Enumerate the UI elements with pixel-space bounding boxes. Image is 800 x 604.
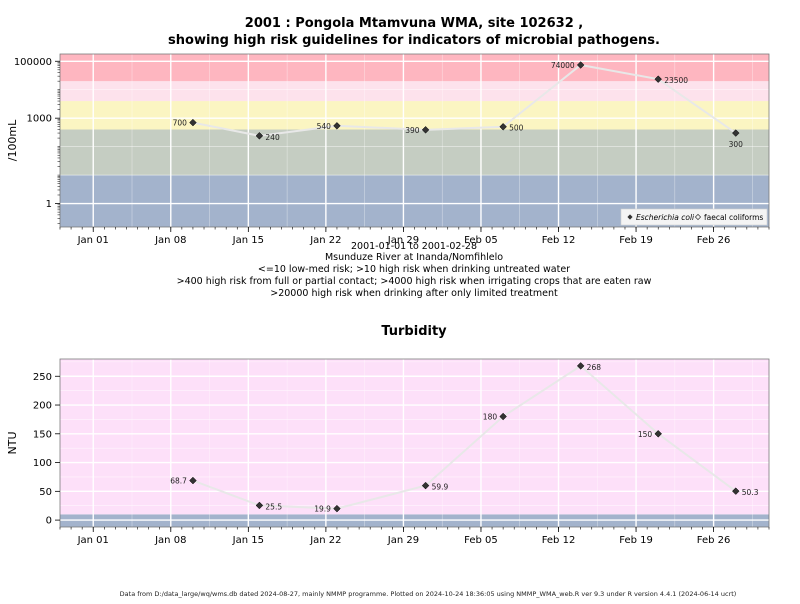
note-date-range: 2001-01-01 to 2001-02-28 <box>351 241 477 252</box>
note-site-name: Msunduze River at Inanda/Nomfihlelo <box>325 252 503 263</box>
x-tick-label: Feb 19 <box>619 235 653 246</box>
x-tick-label: Feb 12 <box>542 235 576 246</box>
x-tick-label: Jan 22 <box>309 535 341 546</box>
y-tick-label: 1000 <box>27 114 52 125</box>
risk-band <box>60 54 769 82</box>
data-label: 59.9 <box>432 483 449 492</box>
x-tick-label: Feb 26 <box>697 235 731 246</box>
series-line <box>192 63 737 137</box>
x-tick-label: Jan 01 <box>77 235 109 246</box>
x-tick-label: Feb 26 <box>697 535 731 546</box>
data-point <box>732 487 740 495</box>
series-line <box>192 364 737 510</box>
chart-title-line1: 2001 : Pongola Mtamvuna WMA, site 102632… <box>245 16 583 31</box>
legend-label: faecal coliforms <box>704 213 763 222</box>
data-label: 68.7 <box>170 477 187 486</box>
y-axis-label: /100mL <box>6 119 19 161</box>
data-point <box>499 412 507 421</box>
data-point <box>189 476 197 485</box>
data-point <box>333 122 341 130</box>
x-tick-label: Jan 08 <box>154 535 186 546</box>
y-tick-label: 100 <box>33 458 52 469</box>
y-tick-label: 200 <box>33 401 52 412</box>
x-tick-label: Jan 01 <box>77 535 109 546</box>
y-tick-label: 150 <box>33 429 52 440</box>
data-label: 700 <box>173 119 188 128</box>
data-label: 268 <box>587 363 602 372</box>
y-tick-label: 1 <box>46 199 52 210</box>
x-tick-label: Jan 22 <box>309 235 341 246</box>
note-risk-drinking: <=10 low-med risk; >10 high risk when dr… <box>258 264 570 275</box>
footer-text: Data from D:/data_large/wq/wms.db dated … <box>120 590 737 598</box>
data-point <box>732 129 740 137</box>
x-tick-label: Jan 29 <box>387 235 419 246</box>
chart-title-line2: showing high risk guidelines for indicat… <box>168 33 660 48</box>
data-point <box>654 75 662 83</box>
legend-label: Escherichia coli <box>636 213 695 222</box>
x-tick-label: Jan 08 <box>154 235 186 246</box>
data-point <box>189 118 197 127</box>
y-axis-label: NTU <box>6 432 19 455</box>
data-label: 540 <box>317 122 332 131</box>
y-tick-label: 100000 <box>14 57 52 68</box>
risk-band <box>60 129 769 176</box>
data-label: 390 <box>405 126 420 135</box>
turbidity-plot: Jan 01 Jan 08 Jan 15 Jan 22 Jan 29 Feb 05 Feb … <box>6 358 770 546</box>
data-point <box>654 430 662 438</box>
legend-marker <box>694 213 702 221</box>
data-label: 240 <box>265 133 280 142</box>
risk-band <box>60 81 769 102</box>
data-label: 300 <box>729 140 744 149</box>
data-point <box>421 126 430 134</box>
y-tick-label: 250 <box>33 372 52 383</box>
data-point <box>333 504 341 513</box>
legend-box <box>620 208 768 226</box>
x-tick-label: Jan 29 <box>387 535 419 546</box>
data-point <box>255 501 264 510</box>
data-point <box>576 362 585 370</box>
x-tick-label: Jan 15 <box>232 535 264 546</box>
data-label: 50.3 <box>742 488 759 497</box>
data-label: 180 <box>483 413 498 422</box>
data-point <box>421 481 430 490</box>
data-label: 23500 <box>664 76 688 85</box>
risk-band <box>60 101 769 130</box>
x-tick-label: Jan 15 <box>232 235 264 246</box>
legend-marker <box>627 214 633 220</box>
note-risk-contact: >400 high risk from full or partial cont… <box>177 276 652 287</box>
note-risk-limited-treatment: >20000 high risk when drinking after onl… <box>270 288 558 299</box>
microbial-plot: Jan 01 Jan 08 Jan 15 Jan 22 Jan 29 Feb 05 Feb … <box>6 53 770 246</box>
x-tick-label: Feb 05 <box>464 535 498 546</box>
data-label: 19.9 <box>314 505 331 514</box>
data-point <box>499 122 507 131</box>
x-tick-label: Feb 05 <box>464 235 498 246</box>
x-tick-label: Feb 12 <box>542 535 576 546</box>
data-point <box>255 132 264 140</box>
turbidity-title: Turbidity <box>381 324 447 339</box>
data-label: 74000 <box>551 61 575 70</box>
x-tick-label: Feb 19 <box>619 535 653 546</box>
data-point <box>576 61 585 69</box>
y-tick-label: 0 <box>46 516 52 527</box>
data-label: 25.5 <box>265 502 282 511</box>
y-tick-label: 50 <box>39 487 52 498</box>
data-label: 500 <box>509 124 524 133</box>
data-label: 150 <box>638 430 653 439</box>
